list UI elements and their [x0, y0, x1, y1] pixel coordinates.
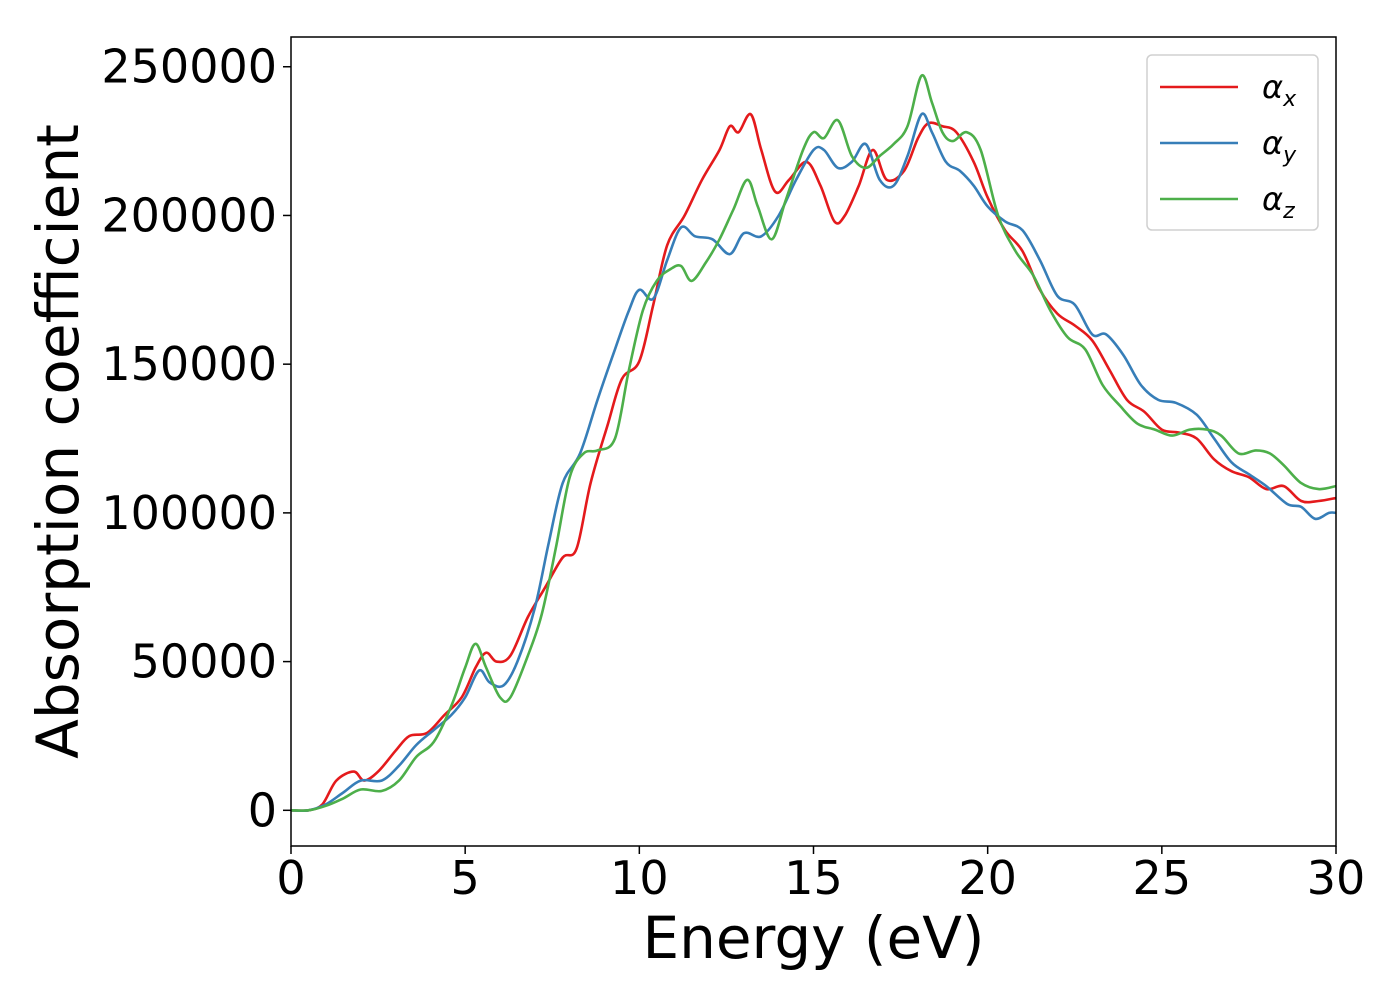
x-tick-label: 25: [1133, 851, 1192, 905]
x-axis-label: Energy (eV): [642, 904, 984, 972]
x-tick-label: 5: [451, 851, 480, 905]
series-layer: [291, 74, 1336, 813]
y-tick-label: 250000: [101, 40, 277, 94]
x-tick-label: 30: [1307, 851, 1366, 905]
legend-label-x: αx: [1262, 68, 1297, 112]
ticks-layer: 0 5 10 15 20 25 30 0 50000 100000 150000 200000 2500…: [101, 40, 1365, 905]
series-line-x: [291, 112, 1336, 813]
x-tick-label: 20: [958, 851, 1017, 905]
x-tick-label: 0: [276, 851, 305, 905]
series-line-y: [291, 112, 1336, 813]
y-tick-label: 150000: [101, 337, 277, 391]
legend-label-z: αz: [1262, 180, 1295, 224]
x-tick-label: 15: [784, 851, 843, 905]
y-axis-label: Absorption coefficient: [24, 124, 92, 759]
series-line-z: [291, 74, 1336, 812]
y-tick-label: 200000: [101, 188, 277, 242]
legend-label-y: αy: [1262, 124, 1297, 168]
y-tick-label: 100000: [101, 486, 277, 540]
legend: αx αy αz: [1146, 54, 1319, 231]
y-tick-label: 0: [248, 783, 277, 837]
x-tick-label: 10: [610, 851, 669, 905]
y-tick-label: 50000: [131, 635, 277, 689]
